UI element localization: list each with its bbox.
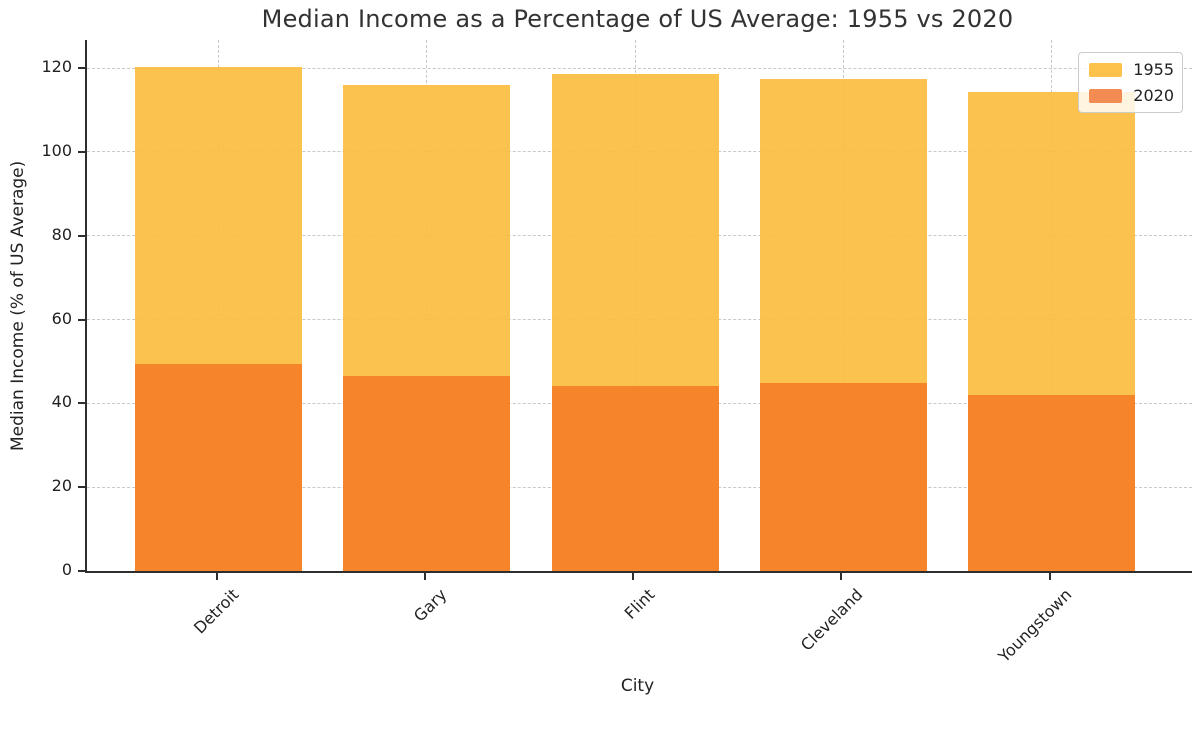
- legend: 1955 2020: [1078, 52, 1183, 113]
- bar-2020-gary: [343, 376, 511, 571]
- x-tick-label-youngstown: Youngstown: [993, 585, 1075, 666]
- y-tick-0: [78, 570, 85, 572]
- x-tick-label-cleveland: Cleveland: [797, 585, 867, 655]
- y-tick-100: [78, 150, 85, 153]
- bar-2020-youngstown: [968, 395, 1135, 571]
- y-tick-60: [78, 318, 85, 321]
- x-axis-label: City: [620, 676, 655, 696]
- legend-row-1955: 1955: [1089, 60, 1174, 79]
- x-tick-youngstown: [1048, 573, 1051, 580]
- legend-label-2020: 2020: [1133, 86, 1174, 105]
- chart-title: Median Income as a Percentage of US Aver…: [261, 5, 1014, 33]
- y-tick-label-120: 120: [41, 57, 72, 77]
- y-tick-label-0: 0: [61, 560, 72, 579]
- y-tick-label-20: 20: [51, 476, 72, 496]
- y-tick-label-80: 80: [51, 224, 72, 244]
- y-tick-label-60: 60: [51, 308, 72, 328]
- bar-2020-cleveland: [759, 382, 927, 571]
- bar-2020-detroit: [135, 363, 302, 571]
- legend-label-1955: 1955: [1133, 60, 1174, 79]
- bar-2020-flint: [551, 385, 719, 571]
- legend-swatch-2020: [1089, 88, 1122, 103]
- x-tick-gary: [423, 573, 426, 580]
- gridline-h-120: [87, 67, 1192, 69]
- x-tick-flint: [632, 573, 634, 580]
- y-tick-label-40: 40: [51, 392, 72, 412]
- x-tick-label-gary: Gary: [409, 585, 451, 626]
- legend-row-2020: 2020: [1089, 86, 1174, 105]
- x-tick-detroit: [215, 573, 218, 580]
- figure: Median Income as a Percentage of US Aver…: [8, 5, 1192, 696]
- plot-area: [85, 40, 1192, 573]
- y-tick-80: [78, 234, 85, 237]
- x-tick-label-flint: Flint: [620, 585, 659, 623]
- x-tick-label-detroit: Detroit: [189, 585, 242, 638]
- y-tick-40: [78, 402, 85, 405]
- y-tick-20: [78, 486, 85, 489]
- y-tick-label-100: 100: [41, 140, 72, 160]
- y-tick-120: [78, 67, 85, 70]
- legend-swatch-1955: [1089, 62, 1122, 77]
- x-tick-cleveland: [840, 573, 843, 580]
